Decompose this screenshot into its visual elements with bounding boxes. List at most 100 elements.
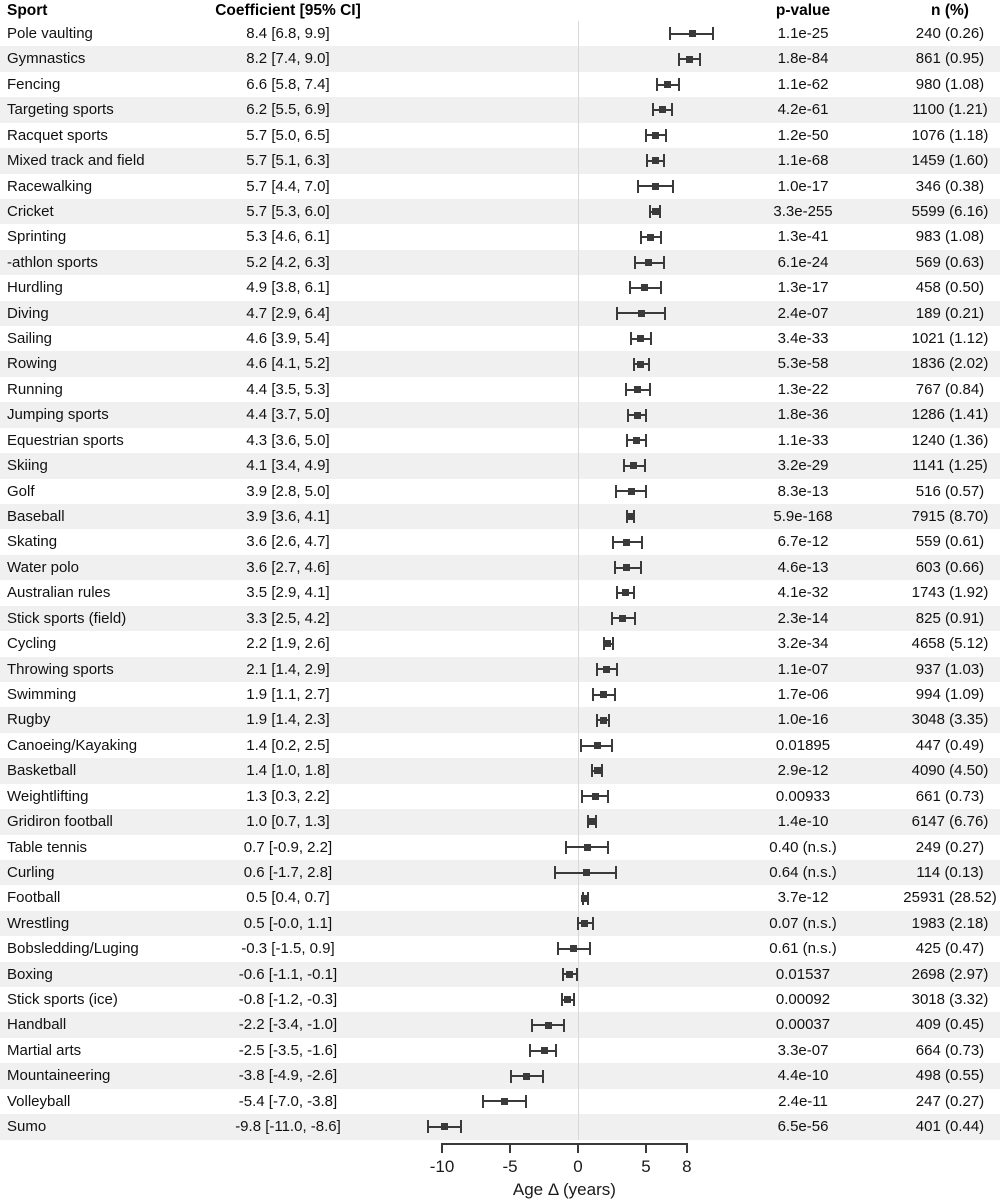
ci-cap-high — [645, 408, 647, 422]
p-value: 5.9e-168 — [773, 508, 833, 526]
sport-name: Wrestling — [7, 914, 70, 932]
p-value: 1.3e-17 — [777, 279, 829, 297]
sport-name: Baseball — [7, 508, 65, 526]
estimate-point — [645, 259, 653, 266]
table-row: Wrestling 0.5 [-0.0, 1.1] 0.07 (n.s.) 19… — [0, 910, 1000, 937]
table-row: Gridiron football 1.0 [0.7, 1.3] 1.4e-10… — [0, 809, 1000, 835]
coefficient-value: 0.7 [-0.9, 2.2] — [243, 838, 333, 856]
estimate-point — [638, 309, 646, 317]
ci-cap-high — [677, 78, 680, 92]
table-row: Racquet sports 5.7 [5.0, 6.5] 1.2e-50 10… — [0, 123, 1000, 148]
plot-body: Pole vaulting 8.4 [6.8, 9.9] 1.1e-25 240… — [0, 21, 1000, 1140]
table-row: Sumo -9.8 [-11.0, -8.6] 6.5e-56 401 (0.4… — [0, 1114, 1000, 1140]
ci-cap-low — [427, 1120, 430, 1134]
n-value: 861 (0.95) — [915, 50, 985, 68]
coefficient-value: 2.1 [1.4, 2.9] — [246, 660, 330, 678]
p-value: 1.3e-22 — [777, 380, 829, 398]
x-axis-tick-label: 0 — [573, 1156, 583, 1176]
ci-cap-low — [646, 154, 649, 168]
ci-cap-high — [591, 916, 594, 930]
table-row: Bobsledding/Luging -0.3 [-1.5, 0.9] 0.61… — [0, 936, 1000, 961]
n-value: 603 (0.66) — [915, 558, 985, 576]
estimate-point — [593, 767, 601, 775]
p-value: 5.3e-58 — [777, 355, 829, 373]
coefficient-value: 4.3 [3.6, 5.0] — [246, 431, 330, 449]
ci-cap-high — [616, 662, 619, 676]
coefficient-value: 3.3 [2.5, 4.2] — [246, 609, 330, 627]
p-value: 0.61 (n.s.) — [769, 940, 837, 958]
ci-cap-low — [481, 1094, 484, 1108]
zero-reference-line — [578, 21, 579, 1140]
coefficient-value: 4.9 [3.8, 6.1] — [246, 279, 330, 297]
sport-name: Water polo — [7, 558, 79, 576]
sport-name: Throwing sports — [7, 660, 114, 678]
coefficient-value: 4.4 [3.5, 5.3] — [246, 380, 330, 398]
p-value: 3.2e-34 — [777, 635, 829, 653]
ci-cap-low — [655, 78, 658, 92]
sport-name: Handball — [7, 1016, 67, 1034]
table-row: Fencing 6.6 [5.8, 7.4] 1.1e-62 980 (1.08… — [0, 72, 1000, 97]
coefficient-value: -9.8 [-11.0, -8.6] — [235, 1118, 341, 1136]
estimate-point — [581, 919, 589, 927]
estimate-point — [600, 716, 608, 724]
coefficient-value: 1.9 [1.1, 2.7] — [246, 685, 330, 703]
estimate-point — [627, 513, 635, 521]
ci-cap-low — [530, 1018, 533, 1032]
estimate-point — [652, 208, 660, 216]
coefficient-value: 1.4 [0.2, 2.5] — [246, 736, 330, 754]
estimate-point — [637, 335, 645, 343]
ci-cap-high — [606, 789, 609, 803]
ci-cap-high — [611, 739, 613, 753]
coefficient-value: 1.9 [1.4, 2.3] — [246, 711, 330, 729]
ci-cap-low — [645, 128, 647, 142]
n-value: 4090 (4.50) — [911, 762, 989, 780]
column-headers: Sport Coefficient [95% CI] p-value n (%) — [0, 0, 1000, 21]
n-value: 114 (0.13) — [916, 863, 984, 881]
estimate-point — [592, 792, 600, 800]
estimate-point — [688, 30, 696, 38]
estimate-point — [441, 1123, 449, 1131]
sport-name: Equestrian sports — [7, 431, 124, 449]
table-row: Sailing 4.6 [3.9, 5.4] 3.4e-33 1021 (1.1… — [0, 326, 1000, 351]
sport-name: Basketball — [7, 762, 77, 780]
table-row: Racewalking 5.7 [4.4, 7.0] 1.0e-17 346 (… — [0, 174, 1000, 199]
coefficient-value: 5.7 [5.0, 6.5] — [246, 126, 330, 144]
ci-cap-low — [624, 383, 627, 397]
table-row: Weightlifting 1.3 [0.3, 2.2] 0.00933 661… — [0, 784, 1000, 809]
coefficient-value: 3.9 [2.8, 5.0] — [246, 482, 330, 500]
coefficient-value: -2.2 [-3.4, -1.0] — [238, 1016, 338, 1034]
ci-cap-high — [659, 281, 662, 295]
sport-name: Sprinting — [7, 228, 67, 246]
n-value: 240 (0.26) — [915, 25, 985, 42]
coefficient-value: 3.9 [3.6, 4.1] — [246, 508, 330, 526]
table-row: Targeting sports 6.2 [5.5, 6.9] 4.2e-61 … — [0, 97, 1000, 123]
estimate-point — [522, 1072, 530, 1080]
n-value: 447 (0.49) — [915, 736, 985, 754]
sport-name: Curling — [7, 863, 55, 881]
ci-cap-low — [612, 535, 615, 549]
estimate-point — [540, 1047, 548, 1055]
coefficient-value: -3.8 [-4.9, -2.6] — [238, 1067, 338, 1085]
p-value: 0.00092 — [775, 991, 831, 1009]
ci-cap-low — [623, 459, 626, 473]
sport-name: Racquet sports — [7, 126, 108, 144]
ci-cap-high — [615, 866, 618, 880]
ci-cap-high — [645, 433, 647, 447]
sport-name: Targeting sports — [7, 101, 114, 119]
header-p-value: p-value — [775, 2, 831, 19]
ci-cap-low — [632, 357, 635, 371]
table-row: Skiing 4.1 [3.4, 4.9] 3.2e-29 1141 (1.25… — [0, 453, 1000, 479]
n-value: 559 (0.61) — [915, 533, 985, 551]
ci-cap-low — [596, 713, 599, 727]
ci-cap-low — [586, 815, 589, 829]
n-value: 1459 (1.60) — [911, 152, 989, 170]
n-value: 1240 (1.36) — [911, 431, 989, 449]
sport-name: Mountaineering — [7, 1067, 111, 1085]
coefficient-value: 4.6 [3.9, 5.4] — [246, 330, 330, 348]
p-value: 1.8e-36 — [777, 406, 829, 424]
ci-cap-high — [613, 688, 616, 702]
n-value: 1836 (2.02) — [911, 355, 989, 373]
x-axis-tick — [509, 1142, 511, 1153]
ci-cap-high — [525, 1094, 528, 1108]
table-row: Cricket 5.7 [5.3, 6.0] 3.3e-255 5599 (6.… — [0, 198, 1000, 225]
